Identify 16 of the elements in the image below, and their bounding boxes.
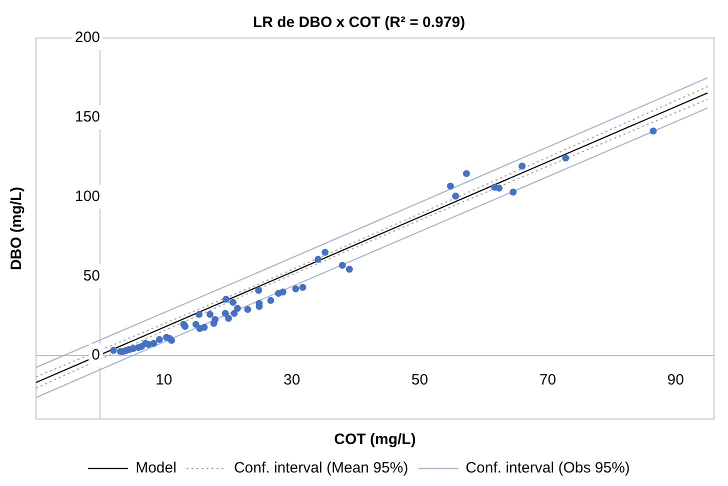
y-tick-label: 100 [74,188,100,205]
y-tick-label: 150 [74,108,100,126]
legend-label: Conf. interval (Obs 95%) [466,460,630,477]
y-tick-label: 50 [83,267,100,284]
legend-label: Model [136,460,176,477]
x-tick-label: 30 [284,372,300,389]
x-tick-label: 70 [539,372,556,389]
x-axis-title: COT (mg/L) [334,431,416,448]
y-tick-label: 200 [74,29,100,46]
x-tick-label: 90 [667,372,684,389]
y-axis-title: DBO (mg/L) [8,186,26,270]
legend-label: Conf. interval (Mean 95%) [234,460,408,477]
y-tick-label: 0 [92,346,100,364]
x-tick-label: 10 [156,372,172,389]
chart-title: LR de DBO x COT (R² = 0.979) [252,14,466,32]
x-tick-label: 50 [411,372,428,389]
